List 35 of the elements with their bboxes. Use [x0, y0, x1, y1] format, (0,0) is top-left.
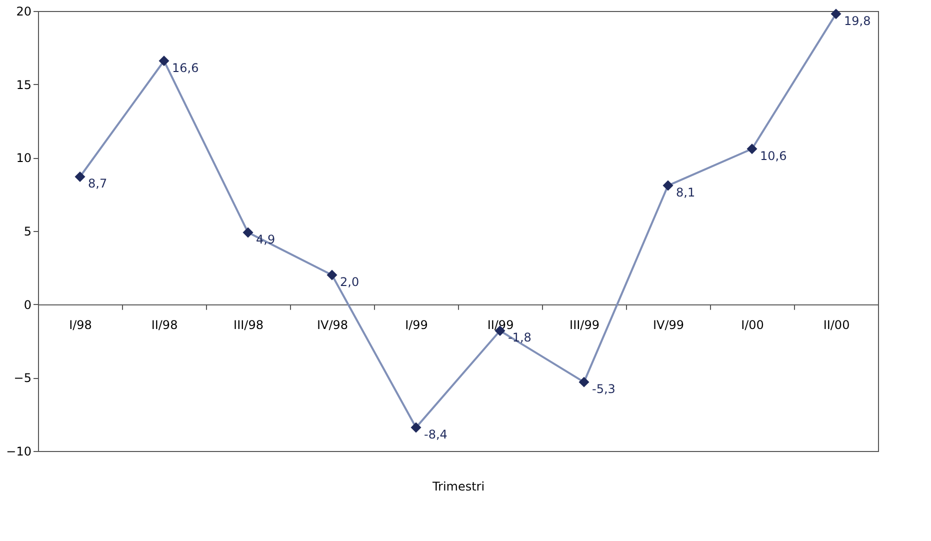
- x-tick-label: I/98: [69, 318, 92, 332]
- data-label: 10,6: [760, 148, 787, 163]
- point: [410, 422, 422, 433]
- data-label: 8,7: [88, 176, 108, 191]
- y-tick-label: 20: [16, 4, 32, 18]
- x-tick-label: II/00: [823, 318, 850, 332]
- x-tick-label: IV/98: [316, 318, 348, 332]
- data-label: 2,0: [340, 275, 360, 289]
- y-tick-label: 15: [16, 78, 32, 92]
- x-axis-title: Trimestri: [431, 480, 485, 494]
- point: [830, 8, 842, 20]
- data-label: 16,6: [172, 60, 199, 75]
- point: [74, 171, 86, 182]
- x-tick-label: III/98: [234, 318, 264, 332]
- x-tick-label: I/99: [405, 318, 428, 332]
- data-label: -8,4: [424, 428, 448, 442]
- point: [326, 270, 338, 280]
- point: [662, 180, 674, 191]
- y-tick-label: 10: [16, 151, 32, 166]
- x-tick-label: III/99: [570, 318, 600, 332]
- y-tick-label: −5: [14, 371, 32, 386]
- y-tick-label: 5: [24, 224, 32, 238]
- y-tick-label: −10: [6, 444, 32, 458]
- data-label: 19,8: [844, 14, 871, 28]
- x-tick-label: II/99: [487, 318, 514, 332]
- data-label: 8,1: [676, 186, 696, 200]
- point: [158, 56, 170, 66]
- point: [578, 376, 590, 388]
- x-tick-label: I/00: [741, 318, 764, 332]
- x-tick-label: IV/99: [652, 318, 684, 332]
- data-label: -5,3: [592, 382, 616, 396]
- point: [746, 144, 758, 154]
- y-tick-label: 0: [24, 298, 32, 312]
- point: [242, 227, 254, 238]
- x-tick-label: II/98: [151, 318, 178, 332]
